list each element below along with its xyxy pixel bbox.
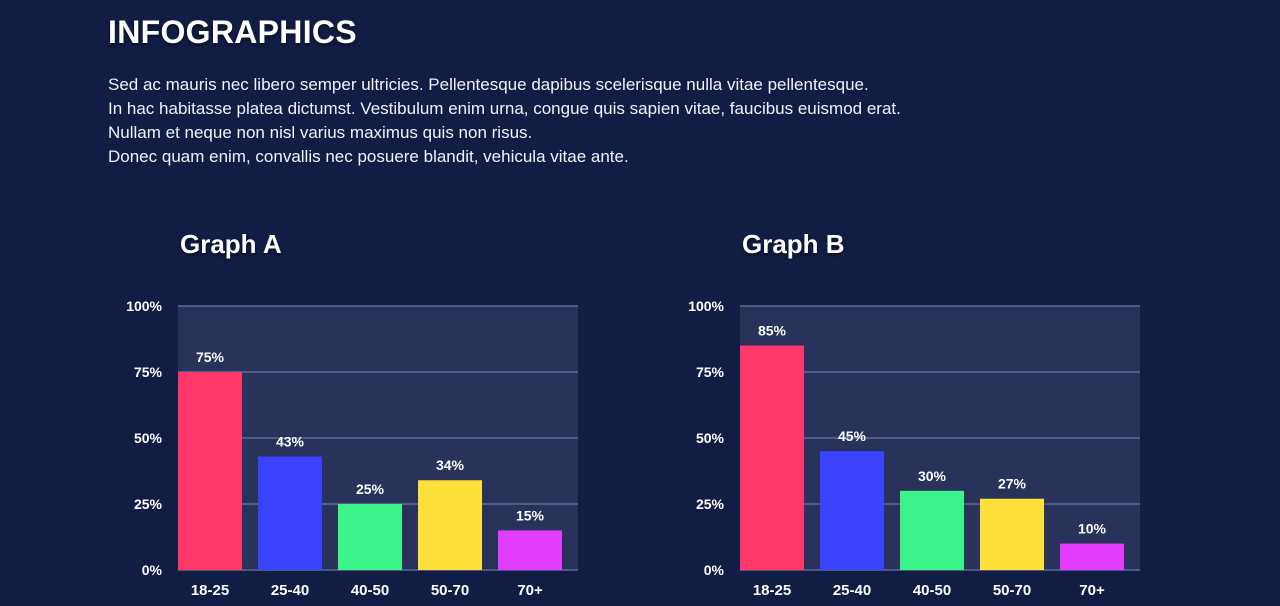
graph-b-bar-40-50	[900, 490, 964, 570]
intro-line: In hac habitasse platea dictumst. Vestib…	[108, 99, 901, 118]
graph-a-y-tick-label: 0%	[142, 562, 163, 578]
graph-a-data-label: 34%	[436, 457, 465, 473]
graph-a-bar-40-50	[338, 504, 402, 570]
graph-b-chart: 0% 25% 50% 75% 100% 85% 18-25 45% 25-40 30% 40-50 2…	[688, 298, 1140, 599]
graph-b-data-label: 30%	[918, 468, 947, 484]
graph-b-bar-25-40	[820, 451, 884, 570]
graph-b-y-tick-label: 100%	[688, 298, 724, 314]
graph-b-data-label: 85%	[758, 323, 787, 339]
intro-line: Donec quam enim, convallis nec posuere b…	[108, 147, 629, 166]
graph-b-x-tick-label: 18-25	[753, 582, 791, 599]
graph-b-y-tick-label: 50%	[696, 430, 725, 446]
graph-a-x-tick-label: 18-25	[191, 582, 229, 599]
graph-a-y-tick-label: 50%	[134, 430, 163, 446]
graph-b-x-tick-label: 50-70	[993, 582, 1031, 599]
graph-b-y-tick-label: 25%	[696, 496, 725, 512]
graph-a-x-tick-label: 70+	[517, 582, 543, 599]
graph-b-bar-18-25	[740, 345, 804, 570]
graph-b-data-label: 27%	[998, 476, 1027, 492]
graph-a-data-label: 25%	[356, 481, 385, 497]
graph-a-y-tick-label: 25%	[134, 496, 163, 512]
graph-a-data-label: 43%	[276, 433, 305, 449]
graph-b-x-tick-label: 40-50	[913, 582, 951, 599]
intro-line: Nullam et neque non nisl varius maximus …	[108, 123, 533, 142]
graph-b-data-label: 10%	[1078, 521, 1107, 537]
intro-paragraph: Sed ac mauris nec libero semper ultricie…	[108, 73, 901, 169]
graph-b-y-tick-label: 0%	[704, 562, 725, 578]
graph-b-x-tick-label: 70+	[1079, 582, 1105, 599]
graph-a-bar-70+	[498, 530, 562, 570]
intro-line: Sed ac mauris nec libero semper ultricie…	[108, 75, 869, 94]
graph-b-y-tick-label: 75%	[696, 364, 725, 380]
graph-a-title: Graph A	[180, 229, 282, 259]
graph-a-x-tick-label: 40-50	[351, 582, 389, 599]
graph-b-x-tick-label: 25-40	[833, 582, 871, 599]
graph-a-chart: 0% 25% 50% 75% 100% 75% 18-25 43% 25-40 25% 40-50 3…	[126, 298, 578, 599]
graph-a-x-tick-label: 50-70	[431, 582, 469, 599]
graph-b-data-label: 45%	[838, 428, 867, 444]
graph-a-x-tick-label: 25-40	[271, 582, 309, 599]
graph-a-bar-18-25	[178, 372, 242, 570]
graph-a-data-label: 15%	[516, 507, 545, 523]
graph-a-bar-50-70	[418, 480, 482, 570]
graph-a-data-label: 75%	[196, 349, 225, 365]
graph-b-title: Graph B	[742, 229, 845, 259]
graph-b-bar-50-70	[980, 498, 1044, 570]
graph-a-y-tick-label: 100%	[126, 298, 162, 314]
graph-b-bar-70+	[1060, 543, 1124, 570]
page-title: INFOGRAPHICS	[108, 14, 357, 50]
graph-a-y-tick-label: 75%	[134, 364, 163, 380]
graph-a-bar-25-40	[258, 456, 322, 570]
